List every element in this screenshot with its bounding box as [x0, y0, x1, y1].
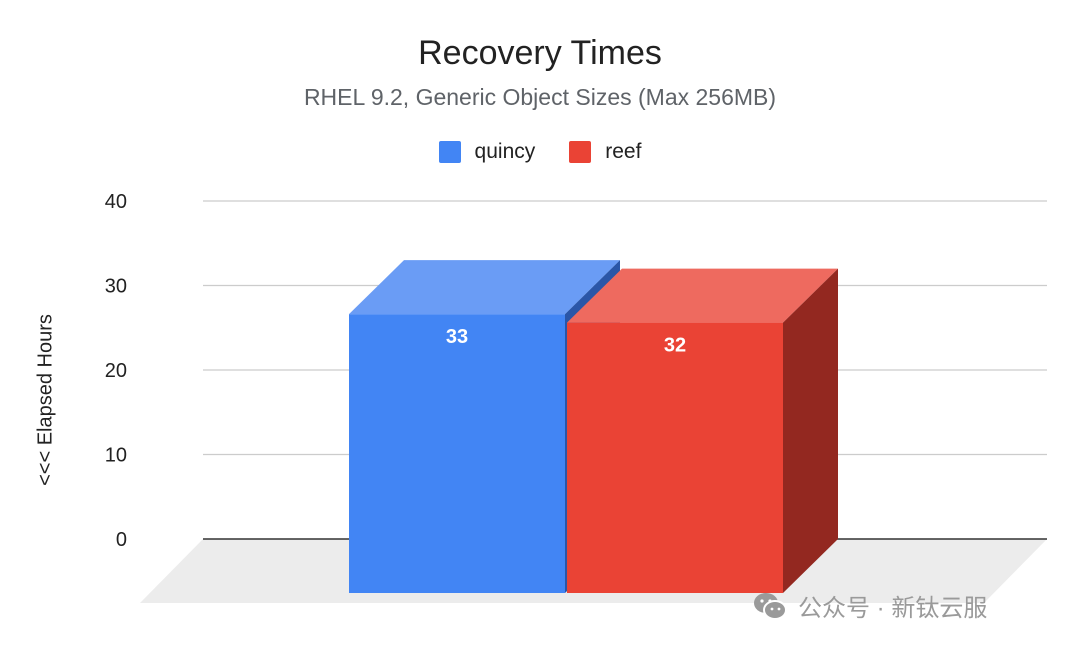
- legend-label-reef: reef: [605, 140, 642, 163]
- legend-swatch-reef: [569, 141, 592, 163]
- watermark-text: 公众号 · 新钛云服: [798, 595, 988, 622]
- y-tick-label: 10: [105, 445, 127, 467]
- chart-subtitle: RHEL 9.2, Generic Object Sizes (Max 256M…: [303, 84, 777, 110]
- y-tick-label: 30: [105, 276, 127, 298]
- bar-quincy-front: [349, 314, 565, 593]
- legend-swatch-quincy: [438, 141, 461, 163]
- y-tick-label: 20: [105, 360, 127, 382]
- watermark: 公众号 · 新钛云服: [752, 588, 987, 623]
- bar-reef-side: [783, 268, 838, 593]
- legend: quincy reef: [0, 140, 1080, 164]
- legend-item-quincy[interactable]: quincy: [438, 140, 536, 164]
- y-tick-label: 0: [116, 529, 127, 551]
- legend-label-quincy: quincy: [474, 140, 536, 163]
- data-label-reef: 32: [664, 335, 686, 357]
- wechat-icon: [754, 592, 787, 620]
- legend-item-reef[interactable]: reef: [569, 140, 641, 164]
- bar-reef-front: [567, 322, 783, 593]
- bar-quincy-top: [349, 260, 620, 315]
- chart-title: Recovery Times: [418, 34, 662, 72]
- bar-reef-top: [567, 268, 838, 323]
- data-label-quincy: 33: [446, 326, 468, 348]
- y-tick-label: 40: [105, 191, 127, 213]
